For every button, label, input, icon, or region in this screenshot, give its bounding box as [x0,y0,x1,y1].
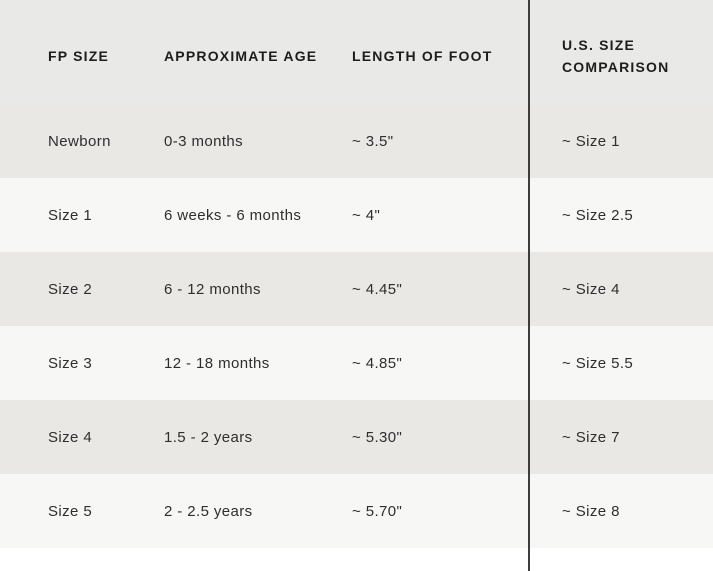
cell-age: 0-3 months [164,132,244,150]
cell-foot-length: ~ 3.5" [352,132,394,150]
table-header-row: FP SIZE APPROXIMATE AGE LENGTH OF FOOT U… [0,0,713,104]
cell-us-size: ~ Size 8 [562,502,620,520]
cell-fp-size: Size 3 [48,354,93,372]
cell-fp-size: Size 2 [48,280,93,298]
cell-fp-size: Newborn [48,132,111,150]
cell-fp-size: Size 4 [48,428,93,446]
table-row: Size 4 1.5 - 2 years ~ 5.30" ~ Size 7 [0,400,713,474]
cell-age: 6 weeks - 6 months [164,206,302,224]
cell-us-size: ~ Size 7 [562,428,620,446]
cell-foot-length: ~ 4.45" [352,280,403,298]
vertical-divider [528,0,530,571]
table-row: Size 1 6 weeks - 6 months ~ 4" ~ Size 2.… [0,178,713,252]
cell-us-size: ~ Size 5.5 [562,354,634,372]
cell-foot-length: ~ 4.85" [352,354,403,372]
cell-foot-length: ~ 5.30" [352,428,403,446]
cell-fp-size: Size 5 [48,502,93,520]
cell-us-size: ~ Size 1 [562,132,620,150]
header-age: APPROXIMATE AGE [164,48,318,65]
table-row: Size 5 2 - 2.5 years ~ 5.70" ~ Size 8 [0,474,713,548]
cell-age: 1.5 - 2 years [164,428,253,446]
table-row: Newborn 0-3 months ~ 3.5" ~ Size 1 [0,104,713,178]
header-fp-size: FP SIZE [48,48,110,65]
table-row: Size 3 12 - 18 months ~ 4.85" ~ Size 5.5 [0,326,713,400]
cell-us-size: ~ Size 2.5 [562,206,634,224]
cell-us-size: ~ Size 4 [562,280,620,298]
table-row: Size 2 6 - 12 months ~ 4.45" ~ Size 4 [0,252,713,326]
cell-age: 12 - 18 months [164,354,270,372]
cell-foot-length: ~ 4" [352,206,381,224]
cell-age: 6 - 12 months [164,280,261,298]
header-foot-length: LENGTH OF FOOT [352,48,493,65]
cell-age: 2 - 2.5 years [164,502,253,520]
cell-foot-length: ~ 5.70" [352,502,403,520]
cell-fp-size: Size 1 [48,206,93,224]
header-us-size: U.S. SIZE COMPARISON [562,37,670,75]
